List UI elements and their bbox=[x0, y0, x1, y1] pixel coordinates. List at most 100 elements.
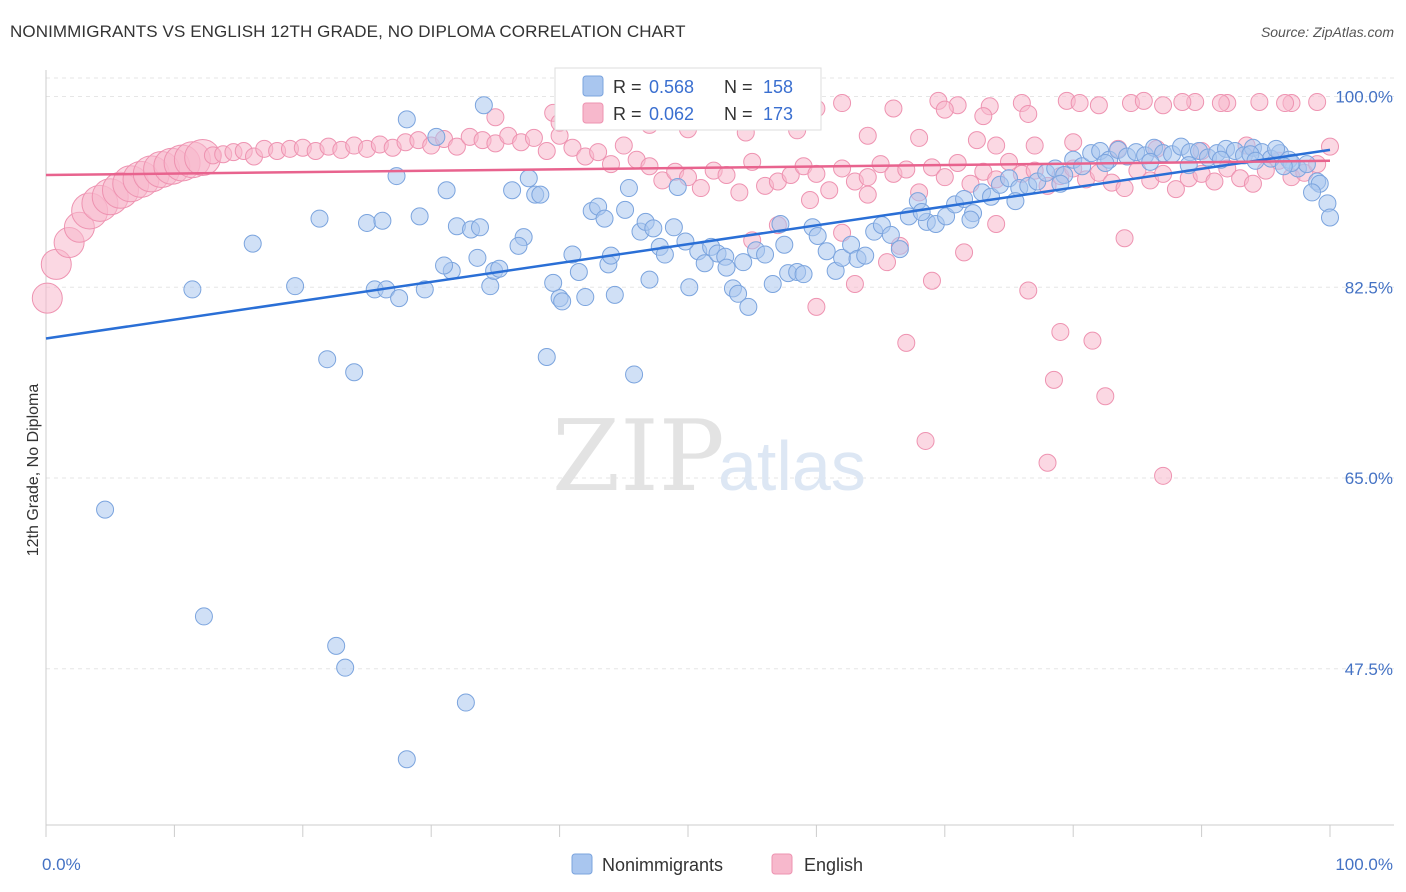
chart-title: NONIMMIGRANTS VS ENGLISH 12TH GRADE, NO … bbox=[10, 22, 686, 41]
nonimmigrant-point-58 bbox=[695, 254, 714, 273]
legend-label-english: English bbox=[804, 855, 863, 875]
english-point-155 bbox=[858, 185, 877, 204]
nonimmigrant-point-75 bbox=[817, 242, 836, 261]
english-point-36 bbox=[447, 137, 466, 156]
nonimmigrant-point-4 bbox=[286, 277, 305, 296]
nonimmigrant-point-8 bbox=[336, 658, 355, 677]
nonimmigrant-point-26 bbox=[468, 248, 487, 267]
english-point-170 bbox=[897, 333, 916, 352]
nonimmigrant-point-138 bbox=[544, 273, 563, 292]
english-point-74 bbox=[935, 168, 954, 187]
nonimmigrant-point-12 bbox=[373, 211, 392, 230]
english-point-75 bbox=[948, 153, 967, 172]
english-point-167 bbox=[807, 297, 826, 316]
english-point-98 bbox=[1243, 174, 1262, 193]
english-point-160 bbox=[1019, 281, 1038, 300]
english-points bbox=[31, 91, 1339, 485]
stats-n-label-1: N = bbox=[724, 77, 753, 97]
english-point-66 bbox=[833, 159, 852, 178]
trend-lines bbox=[45, 148, 1331, 340]
english-point-159 bbox=[987, 215, 1006, 234]
nonimmigrant-point-141 bbox=[435, 256, 454, 275]
nonimmigrant-point-31 bbox=[503, 181, 522, 200]
nonimmigrant-point-24 bbox=[456, 693, 475, 712]
english-point-163 bbox=[1115, 229, 1134, 248]
nonimmigrant-point-35 bbox=[531, 185, 550, 204]
nonimmigrant-point-27 bbox=[474, 96, 493, 115]
english-point-43 bbox=[537, 142, 556, 160]
nonimmigrant-point-28 bbox=[481, 277, 500, 296]
stats-n-value-1: 158 bbox=[763, 77, 793, 97]
nonimmigrant-point-30 bbox=[490, 259, 509, 278]
english-point-145 bbox=[1025, 136, 1044, 155]
nonimmigrant-point-43 bbox=[595, 209, 614, 228]
nonimmigrant-point-68 bbox=[763, 274, 782, 293]
nonimmigrant-point-142 bbox=[912, 203, 931, 222]
english-point-146 bbox=[1064, 133, 1083, 152]
nonimmigrant-point-9 bbox=[345, 363, 364, 382]
nonimmigrant-point-20 bbox=[427, 127, 446, 146]
stats-n-label-2: N = bbox=[724, 104, 753, 124]
nonimmigrant-point-80 bbox=[856, 246, 875, 265]
english-point-129 bbox=[1070, 94, 1089, 113]
english-point-119 bbox=[1089, 96, 1108, 115]
nonimmigrant-point-46 bbox=[616, 200, 635, 219]
english-point-121 bbox=[1154, 96, 1173, 115]
nonimmigrant-point-18 bbox=[410, 207, 429, 226]
english-point-42 bbox=[524, 128, 543, 147]
english-point-131 bbox=[1173, 92, 1192, 111]
english-point-127 bbox=[974, 107, 993, 126]
stats-r-value-2: 0.062 bbox=[649, 104, 694, 124]
x-tick-label-right: 100.0% bbox=[1335, 855, 1393, 874]
english-point-143 bbox=[967, 131, 986, 150]
nonimmigrant-point-21 bbox=[437, 181, 456, 200]
nonimmigrant-point-132 bbox=[775, 235, 794, 254]
nonimmigrant-point-39 bbox=[563, 245, 582, 264]
english-point-113 bbox=[884, 99, 903, 118]
english-point-144 bbox=[987, 136, 1006, 155]
english-point-141 bbox=[858, 126, 877, 145]
nonimmigrant-point-33 bbox=[519, 169, 538, 188]
nonimmigrant-point-17 bbox=[397, 110, 416, 129]
stats-box: R = 0.568 N = 158 R = 0.062 N = 173 bbox=[554, 67, 822, 131]
english-point-153 bbox=[800, 191, 819, 210]
nonimmigrant-point-36 bbox=[537, 348, 556, 367]
x-tick-label-left: 0.0% bbox=[42, 855, 81, 874]
watermark-atlas: atlas bbox=[718, 427, 866, 505]
stats-r-value-1: 0.568 bbox=[649, 77, 694, 97]
english-trend-line bbox=[45, 159, 1331, 177]
english-point-128 bbox=[1019, 104, 1038, 123]
nonimmigrant-point-84 bbox=[890, 240, 909, 259]
english-point-166 bbox=[1154, 466, 1173, 485]
english-point-133 bbox=[1276, 94, 1295, 113]
english-point-124 bbox=[1250, 92, 1269, 111]
nonimmigrant-point-151 bbox=[1267, 139, 1286, 158]
english-point-130 bbox=[1134, 91, 1153, 110]
y-tick-label-0: 100.0% bbox=[1335, 88, 1393, 107]
english-point-171 bbox=[1096, 387, 1115, 406]
english-point-68 bbox=[858, 168, 877, 187]
y-tick-label-3: 47.5% bbox=[1345, 660, 1393, 679]
nonimmigrant-point-54 bbox=[664, 218, 683, 237]
source-credit: Source: ZipAtlas.com bbox=[1260, 24, 1394, 40]
y-tick-label-1: 82.5% bbox=[1345, 278, 1393, 297]
english-point-168 bbox=[845, 274, 864, 293]
nonimmigrant-point-47 bbox=[619, 179, 638, 198]
english-point-64 bbox=[807, 164, 826, 183]
legend: Nonimmigrants English bbox=[571, 853, 863, 875]
nonimmigrant-point-65 bbox=[739, 297, 758, 316]
nonimmigrant-point-55 bbox=[668, 177, 687, 196]
nonimmigrant-point-83 bbox=[881, 225, 900, 244]
english-point-164 bbox=[916, 431, 935, 450]
nonimmigrant-point-40 bbox=[576, 288, 595, 307]
english-point-57 bbox=[717, 165, 736, 184]
english-point-172 bbox=[1044, 370, 1063, 389]
nonimmigrant-point-154 bbox=[1321, 208, 1339, 227]
axes bbox=[45, 70, 1394, 837]
legend-label-nonimmigrants: Nonimmigrants bbox=[602, 855, 723, 875]
english-point-45 bbox=[563, 138, 582, 157]
nonimmigrant-point-133 bbox=[717, 258, 736, 277]
nonimmigrant-point-129 bbox=[1297, 155, 1316, 174]
stats-swatch-blue bbox=[582, 75, 604, 97]
